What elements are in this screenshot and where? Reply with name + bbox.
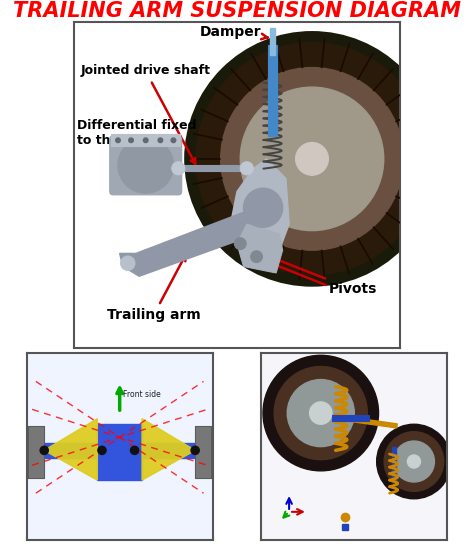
Bar <box>270 28 275 55</box>
Circle shape <box>274 367 367 460</box>
Circle shape <box>221 67 403 250</box>
Circle shape <box>116 138 120 142</box>
Circle shape <box>188 35 436 283</box>
Polygon shape <box>44 419 97 480</box>
Circle shape <box>129 138 133 142</box>
Bar <box>196 427 210 477</box>
Text: Pivots: Pivots <box>258 252 377 296</box>
Bar <box>29 427 43 477</box>
Circle shape <box>40 446 48 454</box>
Bar <box>41 443 198 458</box>
Bar <box>351 418 397 428</box>
Circle shape <box>171 138 176 142</box>
Text: TRAILING ARM SUSPENSION DIAGRAM: TRAILING ARM SUSPENSION DIAGRAM <box>13 1 461 21</box>
Circle shape <box>296 142 328 175</box>
Circle shape <box>287 380 355 447</box>
Bar <box>28 426 44 478</box>
Polygon shape <box>230 159 289 256</box>
Bar <box>111 134 180 146</box>
Text: Differential fixed
to the frame: Differential fixed to the frame <box>77 119 197 160</box>
Circle shape <box>144 138 148 142</box>
Text: Trailing arm: Trailing arm <box>107 255 201 322</box>
Bar <box>97 424 142 480</box>
Bar <box>178 165 247 172</box>
Circle shape <box>234 238 246 249</box>
Circle shape <box>118 138 173 193</box>
Circle shape <box>98 446 106 454</box>
Text: Damper: Damper <box>200 25 268 39</box>
Bar <box>195 426 211 478</box>
Circle shape <box>263 355 379 471</box>
Text: Front side: Front side <box>123 390 161 399</box>
Circle shape <box>251 251 263 262</box>
Circle shape <box>244 188 283 227</box>
Bar <box>268 45 277 136</box>
Circle shape <box>158 138 163 142</box>
Circle shape <box>240 87 384 231</box>
Circle shape <box>408 455 420 468</box>
Circle shape <box>393 441 435 482</box>
Circle shape <box>384 432 444 492</box>
Bar <box>392 447 396 480</box>
Circle shape <box>120 256 135 270</box>
Bar <box>332 415 369 420</box>
Circle shape <box>130 446 139 454</box>
Text: Jointed drive shaft: Jointed drive shaft <box>81 64 210 164</box>
Circle shape <box>310 402 332 424</box>
Polygon shape <box>237 224 283 273</box>
Circle shape <box>172 162 185 175</box>
Polygon shape <box>142 419 195 480</box>
Polygon shape <box>119 211 263 276</box>
Circle shape <box>191 446 199 454</box>
FancyBboxPatch shape <box>110 136 182 195</box>
Circle shape <box>377 424 451 499</box>
Circle shape <box>240 162 253 175</box>
